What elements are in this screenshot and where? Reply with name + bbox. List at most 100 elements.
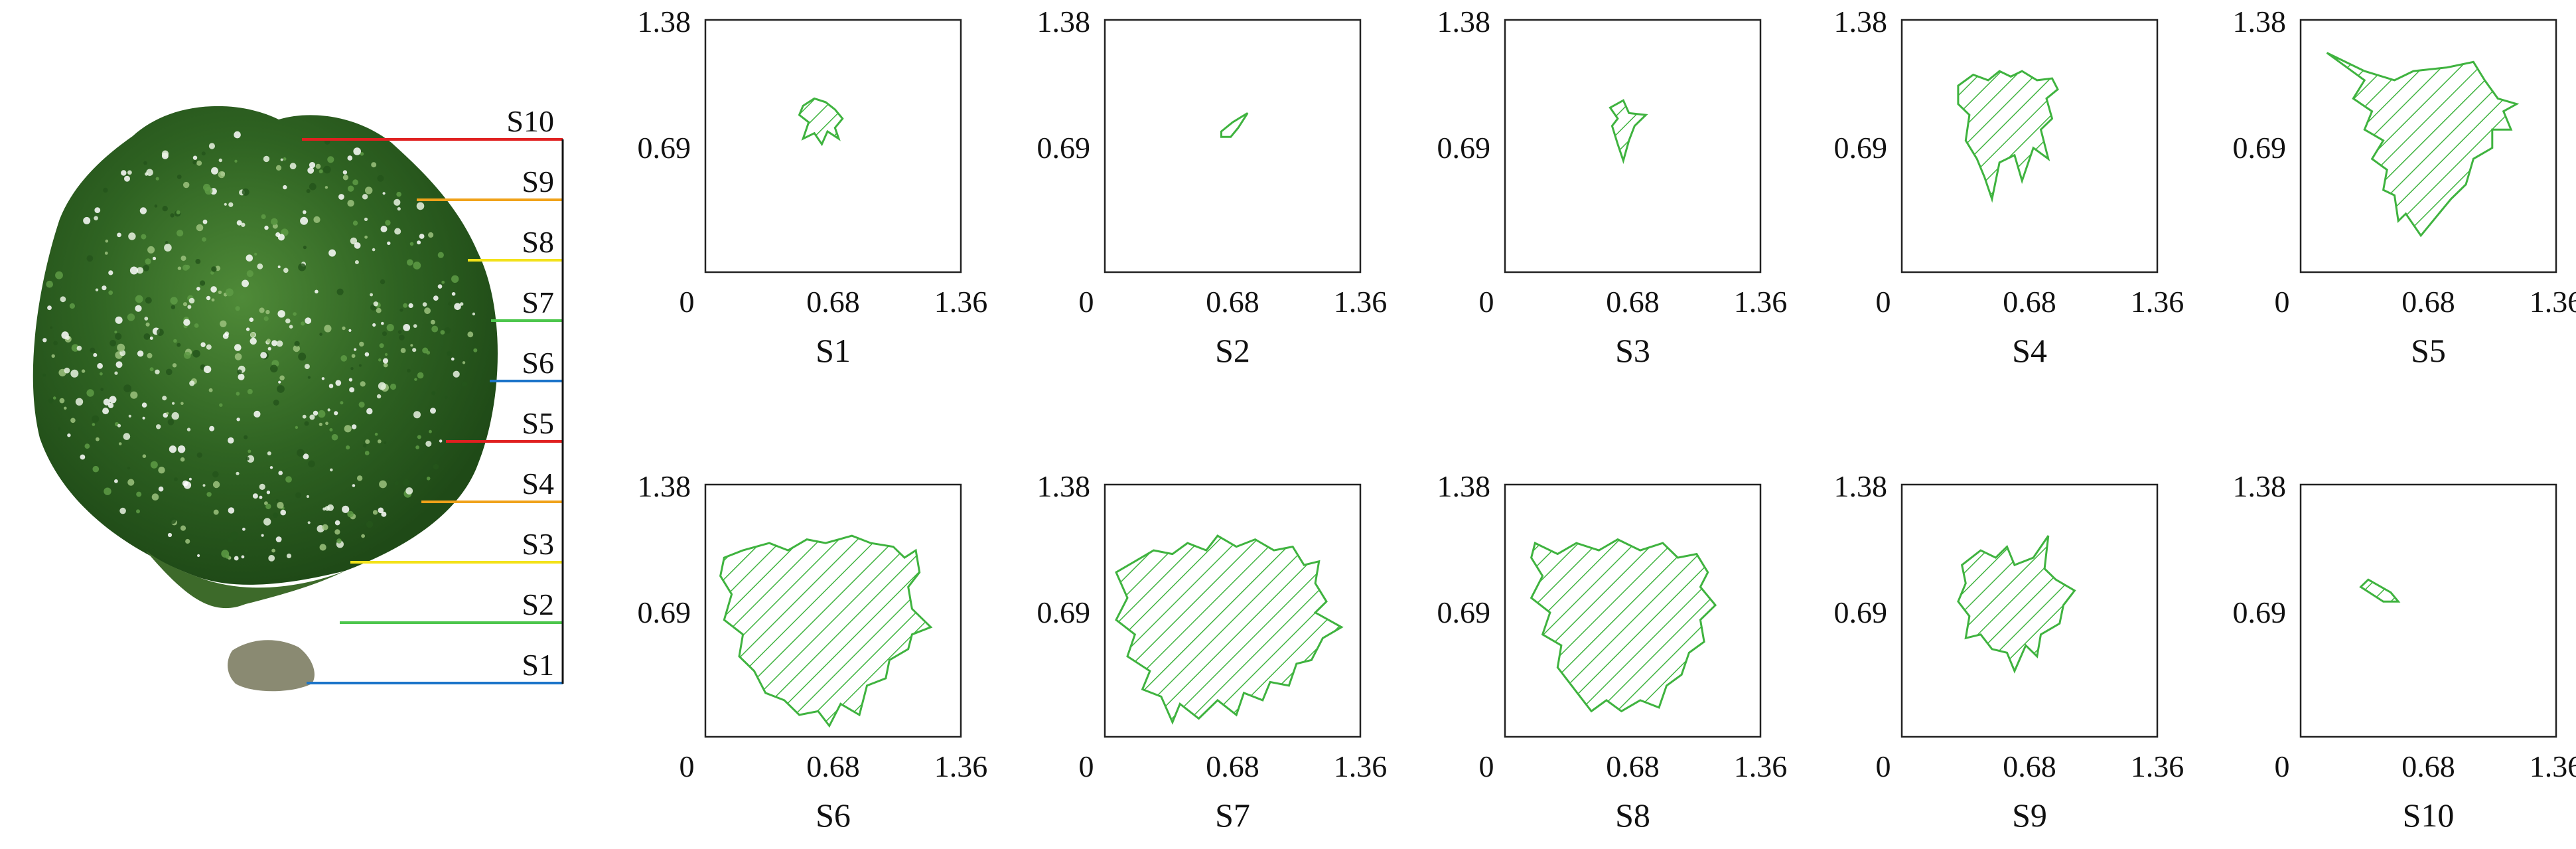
foliage-dot [170, 297, 178, 305]
foliage-dot [208, 143, 215, 149]
foliage-dot [293, 345, 300, 352]
foliage-dot [86, 389, 94, 397]
foliage-dot [306, 495, 309, 499]
foliage-dot [431, 391, 436, 396]
foliage-dot [123, 384, 132, 392]
tree-level-lines: S10 S9 S8 S7 S6 S5 S4 S3 S2 S1 [302, 104, 563, 684]
foliage-dot [403, 303, 408, 308]
foliage-dot [50, 326, 53, 329]
foliage-dot [143, 333, 151, 340]
foliage-dot [117, 343, 125, 352]
foliage-dot [183, 181, 190, 189]
foliage-dot [145, 258, 151, 265]
foliage-dot [388, 477, 391, 481]
foliage-dot [86, 255, 94, 262]
y-tick-label: 1.38 [2233, 469, 2287, 503]
x-tick-label: 0.68 [2003, 285, 2056, 319]
x-tick-label: 0.68 [806, 285, 860, 319]
foliage-dot [272, 512, 279, 518]
foliage-dot [177, 230, 184, 237]
foliage-dot [180, 256, 186, 262]
foliage-dot [444, 396, 448, 399]
foliage-dot [206, 492, 212, 497]
foliage-dot [433, 463, 439, 470]
foliage-dot [267, 347, 271, 350]
foliage-dot [405, 487, 413, 495]
foliage-dot [176, 210, 180, 214]
level-label-s7: S7 [522, 285, 554, 319]
foliage-dot [376, 307, 382, 313]
level-label-s1: S1 [522, 648, 554, 682]
plot-frame [1104, 19, 1362, 273]
x-tick-label: 1.36 [934, 285, 988, 319]
foliage-dot [235, 306, 240, 311]
foliage-dot [51, 354, 55, 358]
foliage-dot [350, 237, 358, 245]
foliage-dot [142, 454, 147, 458]
foliage-dot [246, 327, 250, 331]
foliage-dot [304, 421, 309, 426]
foliage-dot [270, 364, 278, 373]
foliage-dot [76, 345, 82, 351]
foliage-dot [344, 425, 352, 433]
foliage-dot [283, 185, 287, 190]
foliage-dot [128, 232, 136, 240]
foliage-dot [280, 158, 283, 161]
foliage-dot [246, 457, 250, 461]
foliage-dot [283, 268, 289, 273]
foliage-dot [108, 270, 113, 275]
foliage-dot [186, 427, 191, 431]
foliage-dot [212, 481, 220, 489]
foliage-dot [103, 187, 108, 193]
slice-panel-s7: 0.69 1.38 0 0.68 1.36 S7 [1037, 469, 1388, 834]
foliage-dot [109, 340, 117, 347]
foliage-dot [377, 175, 384, 182]
foliage-dot [177, 175, 182, 179]
foliage-dot [394, 481, 399, 486]
x-tick-label: 0 [1876, 285, 1891, 319]
y-tick-label: 1.38 [1834, 469, 1888, 503]
foliage-dot [277, 502, 284, 509]
foliage-dot [94, 207, 101, 213]
foliage-dot [135, 295, 143, 303]
plot-frame [1504, 19, 1762, 273]
foliage-dot [360, 381, 366, 387]
foliage-dot [372, 248, 376, 252]
foliage-dot [92, 415, 100, 423]
foliage-dot [454, 303, 461, 311]
foliage-dot [90, 347, 96, 353]
slice-panel-s3: 0.69 1.38 0 0.68 1.36 S3 [1437, 5, 1788, 369]
foliage-dot [413, 411, 421, 419]
foliage-dot [416, 202, 425, 210]
foliage-dot [328, 249, 336, 257]
foliage-dot [298, 352, 307, 361]
foliage-dot [127, 313, 135, 321]
foliage-dot [342, 175, 349, 181]
foliage-dot [275, 536, 282, 542]
foliage-dot [155, 369, 160, 374]
foliage-dot [379, 343, 384, 348]
foliage-dot [323, 165, 331, 174]
slice-caption: S1 [816, 332, 851, 369]
x-tick-label: 1.36 [1734, 285, 1788, 319]
x-tick-label: 0.68 [806, 749, 860, 783]
foliage-dot [354, 260, 359, 264]
foliage-dot [236, 471, 240, 475]
foliage-dot [218, 171, 226, 179]
foliage-dot [399, 308, 403, 312]
foliage-dot [412, 348, 417, 352]
foliage-dot [117, 424, 121, 427]
foliage-dot [259, 483, 265, 491]
y-tick-label: 1.38 [1437, 5, 1491, 39]
foliage-dot [347, 200, 354, 207]
foliage-dot [360, 152, 364, 156]
foliage-dot [271, 340, 277, 347]
foliage-dot [100, 388, 104, 392]
foliage-dot [144, 317, 149, 321]
foliage-dot [280, 509, 287, 516]
foliage-dot [319, 422, 322, 426]
foliage-dot [397, 330, 402, 335]
foliage-dot [142, 416, 145, 420]
foliage-dot [257, 263, 263, 270]
